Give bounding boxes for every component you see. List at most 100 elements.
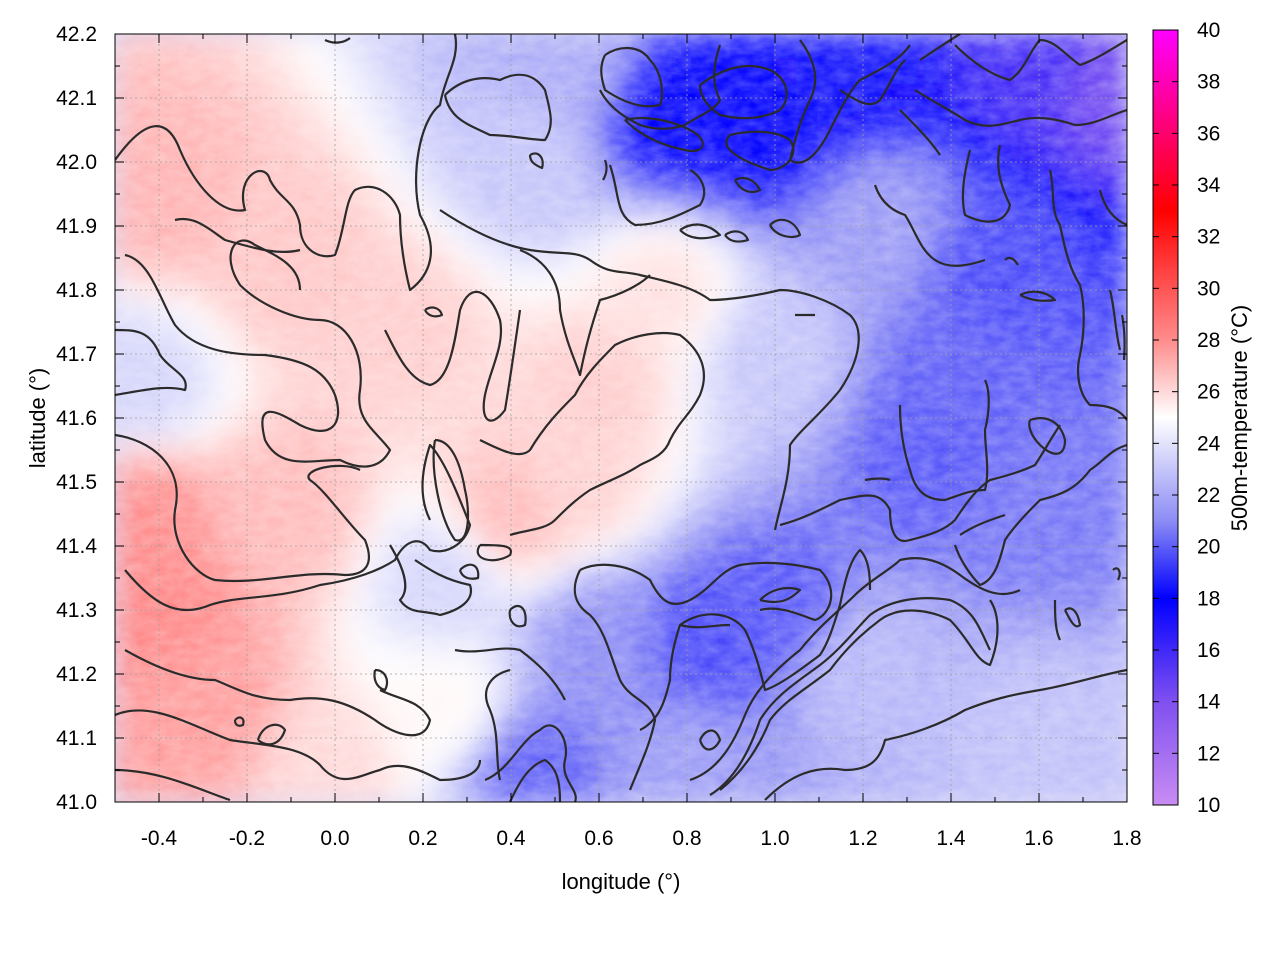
contour-line <box>1112 567 1121 581</box>
y-tick-label: 42.2 <box>56 23 97 46</box>
contour-line <box>424 306 444 318</box>
contour-line <box>953 443 1127 587</box>
contour-line <box>788 39 911 164</box>
x-tick-label: 0.8 <box>672 827 701 850</box>
contour-line <box>1053 599 1062 641</box>
contour-line <box>954 38 1127 82</box>
contour-line <box>124 649 432 737</box>
contour-line <box>764 668 1127 801</box>
contour-line <box>439 209 860 531</box>
x-tick-label: 0.0 <box>320 827 349 850</box>
contour-line <box>689 557 1021 782</box>
contour-line <box>579 561 833 622</box>
contour-line <box>233 716 245 727</box>
contour-line <box>679 623 731 629</box>
y-tick-label: 42.0 <box>56 151 97 174</box>
x-axis-tick-labels: -0.4 -0.2 0.0 0.2 0.4 0.6 0.8 1.0 1.2 1.4 1.6 1.8 <box>141 827 1142 850</box>
contour-line <box>959 513 1006 536</box>
contour-line <box>864 477 891 482</box>
contour-line <box>759 586 802 604</box>
contour-line <box>256 723 287 746</box>
temperature-contours <box>115 34 1127 802</box>
contour-line <box>898 379 990 502</box>
x-axis-label: longitude (°) <box>562 869 681 894</box>
y-tick-label: 42.1 <box>56 87 97 110</box>
contour-line <box>373 668 389 692</box>
contour-line <box>484 668 511 781</box>
y-tick-label: 41.3 <box>56 599 97 622</box>
y-tick-label: 41.1 <box>56 727 97 750</box>
contour-line <box>899 109 941 156</box>
x-tick-label: 0.4 <box>496 827 526 850</box>
y-tick-label: 41.9 <box>56 215 97 238</box>
y-axis-label: latitude (°) <box>25 368 50 469</box>
colorbar-tick-label: 34 <box>1197 174 1221 197</box>
colorbar-tick-label: 10 <box>1197 794 1220 817</box>
contour-line <box>724 230 750 243</box>
plot-frame <box>114 33 1128 803</box>
x-tick-label: 1.4 <box>936 827 966 850</box>
contour-line <box>873 184 986 267</box>
y-tick-label: 41.5 <box>56 471 97 494</box>
contour-line <box>454 647 566 701</box>
contour-line <box>484 724 577 802</box>
y-tick-label: 41.2 <box>56 663 97 686</box>
contour-line <box>698 729 722 751</box>
contour-line <box>476 543 513 562</box>
x-tick-label: 1.0 <box>760 827 789 850</box>
contour-line <box>1120 314 1126 361</box>
contour-line <box>769 218 802 239</box>
contour-line <box>528 152 544 170</box>
y-tick-label: 41.4 <box>56 535 97 558</box>
contour-line <box>508 604 527 628</box>
y-tick-label: 41.6 <box>56 407 97 430</box>
contour-line <box>698 65 788 120</box>
colorbar-tick-label: 28 <box>1197 329 1220 352</box>
contour-line <box>508 758 562 802</box>
x-tick-label: 1.6 <box>1024 827 1053 850</box>
colorbar-tick-label: 14 <box>1197 691 1221 714</box>
colorbar-tick-label: 26 <box>1197 381 1220 404</box>
colorbar-tick-labels: 10 12 14 16 18 20 22 24 26 28 30 32 34 36 38 40 <box>1197 19 1221 817</box>
y-axis-tick-labels: 41.0 41.1 41.2 41.3 41.4 41.5 41.6 41.7 41.8 41.9… <box>56 23 97 814</box>
x-tick-label: -0.4 <box>141 827 178 850</box>
colorbar-label: 500m-temperature (°C) <box>1227 305 1252 531</box>
contour-line <box>839 59 906 106</box>
contour-line <box>719 599 999 791</box>
contour-line <box>602 159 608 181</box>
colorbar-tick-label: 22 <box>1197 484 1220 507</box>
contour-line <box>1019 290 1057 302</box>
contour-line <box>1048 169 1127 421</box>
y-tick-label: 41.7 <box>56 343 97 366</box>
contour-line <box>1064 607 1082 628</box>
contour-line <box>1098 189 1127 227</box>
contour-line <box>961 144 1012 223</box>
contour-line <box>709 597 991 796</box>
contour-line <box>779 424 1061 543</box>
contour-line <box>734 176 762 194</box>
contour-line <box>432 438 470 542</box>
x-tick-label: -0.2 <box>229 827 265 850</box>
contour-line <box>324 37 351 44</box>
y-tick-label: 41.0 <box>56 791 97 814</box>
contour-line <box>608 164 706 227</box>
colorbar-tick-label: 24 <box>1197 432 1221 455</box>
contour-line <box>124 239 392 468</box>
contour-line <box>479 331 705 537</box>
x-tick-label: 0.6 <box>584 827 613 850</box>
contour-line <box>624 116 704 153</box>
contour-line <box>115 34 458 292</box>
contour-line <box>1004 256 1019 266</box>
contour-line <box>115 768 231 802</box>
colorbar-tick-label: 30 <box>1197 277 1220 300</box>
contour-line <box>919 34 961 61</box>
contour-line <box>1108 289 1122 351</box>
x-tick-label: 0.2 <box>408 827 437 850</box>
contour-line <box>389 544 473 617</box>
contour-line <box>115 709 482 782</box>
colorbar: 10 12 14 16 18 20 22 24 26 28 30 32 34 36 38 40 500m-te… <box>1152 19 1252 817</box>
contour-line <box>458 563 480 580</box>
contour-line <box>115 433 371 583</box>
colorbar-tick-label: 16 <box>1197 639 1220 662</box>
